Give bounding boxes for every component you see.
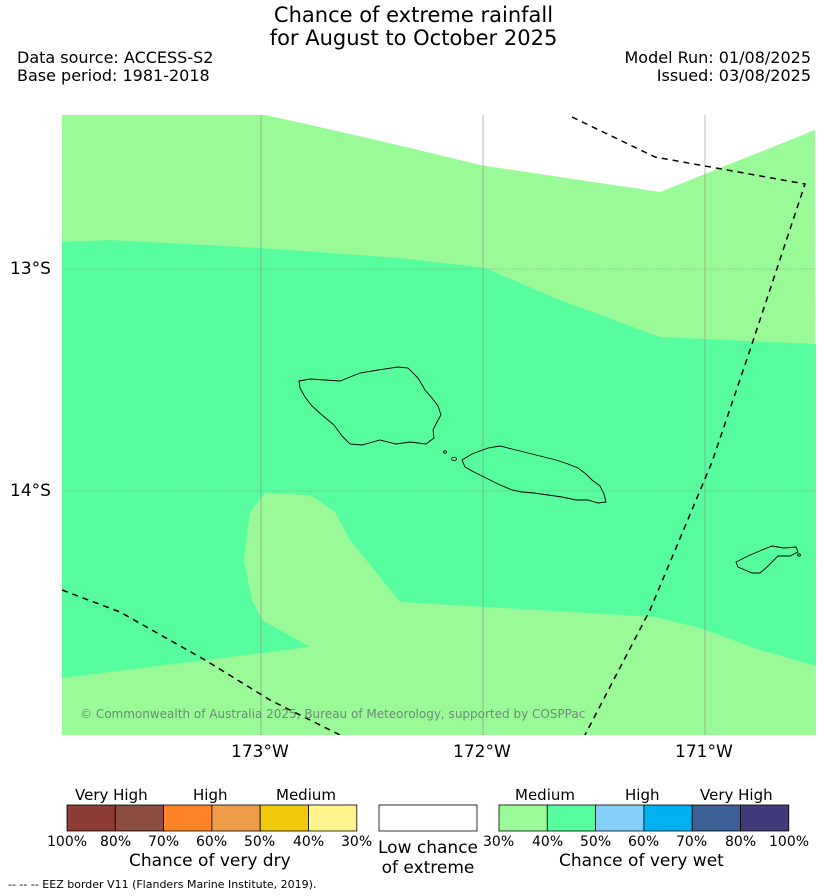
legend-wet-swatches [498,804,790,832]
wet-tick-70: 70% [676,834,708,850]
region-wet-40-50 [62,240,816,678]
island-apolima [443,450,447,454]
swatch-dry-70-60 [163,804,213,832]
lat-label-14s: 14°S [10,481,51,501]
swatch-dry-60-50 [211,804,261,832]
legend-dry-swatches [66,804,358,832]
wet-tick-40: 40% [532,834,564,850]
lon-label-172w: 172°W [453,742,511,762]
wet-tick-50: 50% [580,834,612,850]
wet-tick-60: 60% [628,834,660,850]
dry-tick-100: 100% [47,834,88,850]
dry-heading-high: High [193,786,228,804]
island-upolu [461,445,607,504]
model-run: Model Run: 01/08/2025 [624,48,812,67]
swatch-dry-100-80 [66,804,116,832]
dry-tick-70: 70% [148,834,180,850]
island-aunuu [797,553,801,557]
map-title-line1: Chance of extreme rainfall [273,3,554,27]
base-period: Base period: 1981-2018 [17,66,210,85]
wet-tick-30: 30% [483,834,515,850]
eez-border [62,116,806,735]
swatch-wet-50-60 [595,804,645,832]
lon-label-173w: 173°W [231,742,289,762]
dry-caption: Chance of very dry [129,851,291,871]
wet-heading-very-high: Very High [700,786,773,804]
issued-date: Issued: 03/08/2025 [656,66,811,85]
lon-label-171w: 171°W [675,742,733,762]
dry-tick-80: 80% [100,834,132,850]
dry-tick-30: 30% [341,834,373,850]
wet-heading-medium: Medium [515,786,575,804]
swatch-wet-80-100 [740,804,790,832]
wet-tick-80: 80% [725,834,757,850]
data-source: Data source: ACCESS-S2 [17,48,214,67]
wet-caption: Chance of very wet [559,851,724,871]
map-title-line2: for August to October 2025 [269,26,558,50]
island-savaii [298,366,442,446]
swatch-wet-30-40 [498,804,548,832]
swatch-wet-40-50 [546,804,596,832]
copyright-notice: © Commonwealth of Australia 2025, Bureau… [80,707,586,721]
wet-heading-high: High [625,786,660,804]
eez-border-note: -- -- -- EEZ border V11 (Flanders Marine… [8,878,317,891]
swatch-wet-70-80 [691,804,741,832]
island-tutuila [735,545,799,574]
lat-label-13s: 13°S [10,259,51,279]
dry-tick-40: 40% [293,834,325,850]
swatch-wet-60-70 [643,804,693,832]
island-manono [451,456,457,461]
swatch-dry-80-70 [114,804,165,832]
graticule [62,115,816,735]
dry-heading-very-high: Very High [75,786,148,804]
dry-tick-50: 50% [244,834,276,850]
low-chance-caption-line2: of extreme [381,858,475,878]
swatch-dry-50-40 [259,804,309,832]
low-chance-caption-line1: Low chance [378,838,478,858]
swatch-dry-40-30 [308,804,358,832]
dry-heading-medium: Medium [276,786,336,804]
dry-tick-60: 60% [196,834,228,850]
swatch-low-chance [378,804,478,832]
wet-tick-100: 100% [769,834,810,850]
